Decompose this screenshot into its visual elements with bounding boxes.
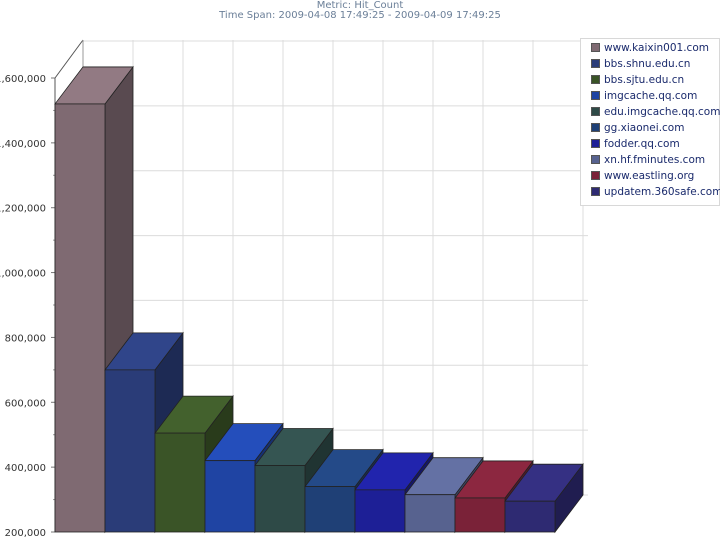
bar-front [304, 486, 356, 533]
bar-front [54, 103, 106, 533]
legend-label: edu.imgcache.qq.com [604, 106, 720, 118]
bar-front [254, 465, 306, 533]
axis-depth-edge [54, 39, 84, 79]
bar-1 [54, 65, 134, 534]
bar-front [154, 432, 206, 533]
bar-front [204, 460, 256, 533]
bar-front [104, 369, 156, 533]
legend-item: www.eastling.org [591, 170, 694, 184]
legend-item: updatem.360safe.com [591, 186, 720, 200]
legend-item: xn.hf.fminutes.com [591, 154, 705, 168]
bar-5 [254, 427, 334, 534]
legend-item: bbs.sjtu.edu.cn [591, 74, 684, 88]
chart-subtitle: Time Span: 2009-04-08 17:49:25 - 2009-04… [219, 10, 501, 21]
y-tick-label: 200,000 [5, 528, 46, 539]
legend-label: www.kaixin001.com [604, 42, 709, 54]
legend-item: imgcache.qq.com [591, 90, 697, 104]
legend-swatch [591, 122, 600, 132]
legend-swatch [591, 154, 600, 164]
y-tick-label: 1,400,000 [0, 139, 46, 150]
legend-item: bbs.shnu.edu.cn [591, 58, 690, 72]
legend-label: www.eastling.org [604, 170, 695, 182]
legend-swatch [591, 74, 600, 84]
bar-front [404, 494, 456, 533]
legend-label: fodder.qq.com [604, 138, 680, 150]
bar-front [454, 497, 506, 533]
y-tick-label: 1,600,000 [0, 74, 46, 85]
legend-label: xn.hf.fminutes.com [604, 154, 706, 166]
legend-swatch [591, 106, 600, 116]
legend-item: www.kaixin001.com [591, 42, 709, 56]
legend-swatch [591, 186, 600, 196]
legend-swatch [591, 138, 600, 148]
legend-label: bbs.sjtu.edu.cn [604, 74, 685, 86]
y-tick-label: 1,000,000 [0, 269, 46, 280]
bar-front [354, 489, 406, 533]
bar-10 [504, 463, 584, 534]
y-tick-label: 400,000 [5, 463, 46, 474]
bar-front [504, 500, 556, 533]
legend-label: updatem.360safe.com [604, 186, 720, 198]
legend-item: edu.imgcache.qq.com [591, 106, 720, 120]
legend-label: bbs.shnu.edu.cn [604, 58, 691, 70]
y-tick-label: 800,000 [5, 333, 46, 344]
legend-swatch [591, 58, 600, 68]
legend-item: gg.xiaonei.com [591, 122, 684, 136]
legend-item: fodder.qq.com [591, 138, 680, 152]
legend-swatch [591, 170, 600, 180]
legend-swatch [591, 42, 600, 52]
y-tick-label: 600,000 [5, 398, 46, 409]
bars [54, 65, 584, 534]
legend: www.kaixin001.com bbs.shnu.edu.cn bbs.sjtu… [580, 38, 720, 206]
y-tick-label: 1,200,000 [0, 204, 46, 215]
chart-title: Metric: Hit_Count [316, 0, 404, 11]
legend-label: gg.xiaonei.com [604, 122, 685, 134]
legend-swatch [591, 90, 600, 100]
legend-label: imgcache.qq.com [604, 90, 698, 102]
